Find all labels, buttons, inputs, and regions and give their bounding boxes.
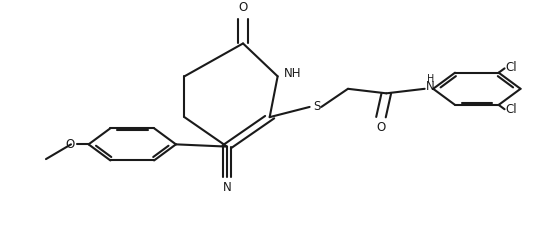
Text: O: O bbox=[238, 1, 248, 15]
Text: Cl: Cl bbox=[505, 103, 517, 116]
Text: O: O bbox=[65, 138, 74, 151]
Text: S: S bbox=[313, 100, 320, 114]
Text: Cl: Cl bbox=[505, 61, 517, 74]
Text: O: O bbox=[376, 121, 386, 134]
Text: N: N bbox=[426, 80, 435, 94]
Text: NH: NH bbox=[284, 67, 302, 80]
Text: H: H bbox=[427, 74, 434, 84]
Text: N: N bbox=[223, 181, 231, 194]
